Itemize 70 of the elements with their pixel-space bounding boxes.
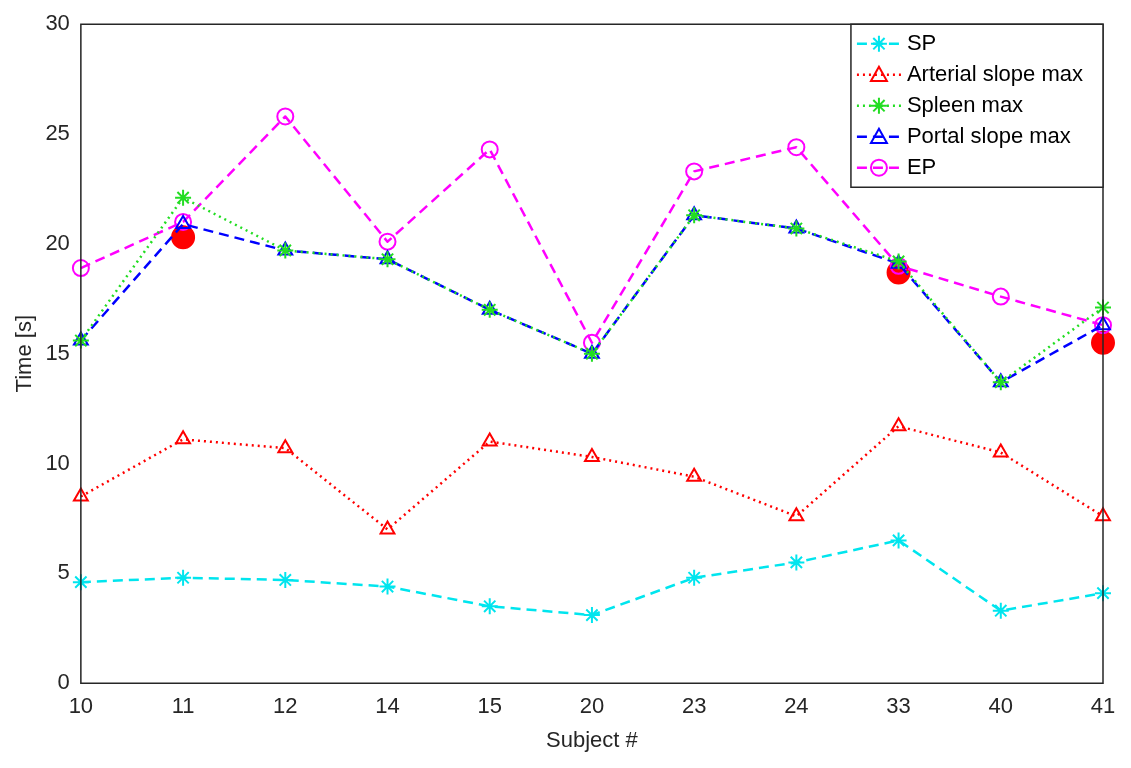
- point: [584, 447, 600, 462]
- point: [788, 507, 805, 522]
- point: [1094, 316, 1112, 335]
- point: [174, 568, 193, 587]
- point: [1095, 507, 1111, 522]
- point: [788, 219, 805, 234]
- x-tick-label: 33: [886, 693, 911, 719]
- point: [787, 219, 806, 238]
- x-tick-label: 14: [375, 693, 400, 719]
- point: [685, 162, 704, 181]
- x-tick-label: 23: [681, 693, 707, 719]
- point: [175, 430, 192, 445]
- x-tick-label: 15: [477, 693, 502, 719]
- point: [787, 553, 806, 572]
- point: [481, 432, 498, 447]
- y-tick-label: 30: [45, 10, 70, 36]
- legend-label: SP: [906, 29, 937, 55]
- y-tick-label: 5: [57, 559, 70, 585]
- point: [72, 331, 89, 346]
- point: [71, 331, 90, 350]
- point: [1095, 316, 1111, 331]
- point: [787, 138, 806, 157]
- point: [991, 601, 1010, 620]
- point: [72, 487, 89, 502]
- point: [378, 577, 397, 596]
- point: [889, 531, 908, 550]
- point: [277, 439, 294, 454]
- point: [379, 520, 396, 535]
- point: [480, 597, 499, 616]
- point: [582, 606, 601, 625]
- point: [584, 344, 600, 359]
- point: [992, 373, 1009, 388]
- y-tick-label: 0: [57, 669, 70, 695]
- y-tick-label: 10: [45, 449, 70, 475]
- legend-label: Spleen max: [906, 91, 1024, 117]
- x-tick-label: 24: [784, 693, 809, 719]
- point: [991, 287, 1010, 306]
- point: [71, 259, 90, 278]
- x-axis-title: Subject #: [546, 726, 639, 752]
- x-tick-label: 41: [1090, 693, 1116, 719]
- y-tick-label: 15: [45, 339, 70, 365]
- y-axis-title: Time [s]: [11, 314, 37, 393]
- point: [481, 300, 498, 315]
- x-tick-label: 40: [988, 693, 1014, 719]
- legend-label: Portal slope max: [906, 122, 1071, 148]
- point: [480, 140, 499, 159]
- point: [276, 241, 295, 260]
- point: [582, 344, 601, 363]
- point: [174, 188, 193, 207]
- point: [379, 250, 396, 265]
- point: [480, 300, 499, 319]
- point: [685, 206, 704, 225]
- point: [582, 333, 601, 352]
- x-tick-label: 20: [579, 693, 605, 719]
- point: [685, 568, 704, 587]
- point: [991, 373, 1010, 392]
- point: [378, 232, 397, 251]
- y-tick-label: 20: [45, 229, 70, 255]
- legend-label: EP: [906, 153, 937, 179]
- x-tick-label: 11: [171, 693, 195, 719]
- y-tick-label: 25: [45, 120, 70, 146]
- point: [890, 417, 907, 432]
- point: [686, 206, 703, 221]
- point: [378, 250, 397, 269]
- x-tick-label: 12: [273, 693, 298, 719]
- point: [686, 467, 703, 482]
- point: [277, 241, 294, 256]
- legend-label: Arterial slope max: [906, 60, 1084, 86]
- point: [276, 107, 295, 126]
- point: [992, 443, 1009, 458]
